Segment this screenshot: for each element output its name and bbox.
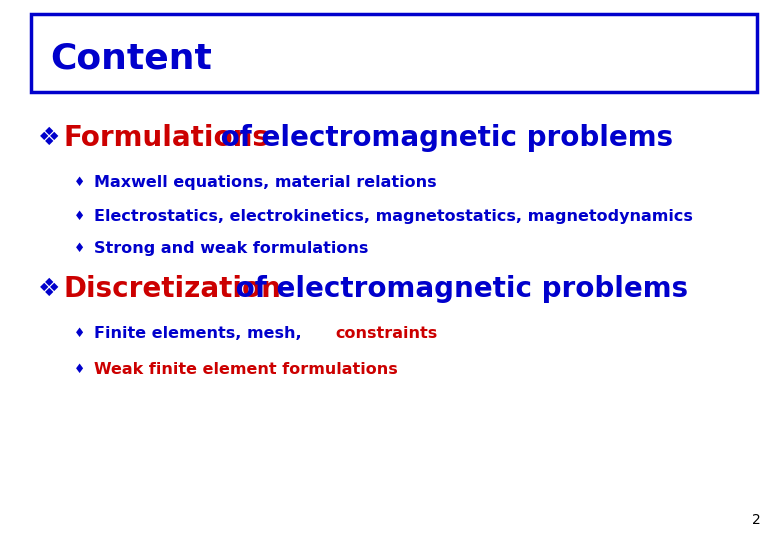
Text: of electromagnetic problems: of electromagnetic problems	[226, 275, 688, 303]
Text: Finite elements, mesh,: Finite elements, mesh,	[94, 326, 307, 341]
Text: Electrostatics, electrokinetics, magnetostatics, magnetodynamics: Electrostatics, electrokinetics, magneto…	[94, 208, 693, 224]
Text: of electromagnetic problems: of electromagnetic problems	[211, 124, 672, 152]
Text: 2: 2	[752, 512, 760, 526]
Text: ❖: ❖	[37, 277, 60, 301]
Text: Strong and weak formulations: Strong and weak formulations	[94, 241, 368, 256]
Text: ♦: ♦	[74, 210, 85, 222]
Text: ❖: ❖	[37, 126, 60, 150]
Text: Formulations: Formulations	[64, 124, 270, 152]
Text: Content: Content	[51, 42, 213, 75]
Text: constraints: constraints	[335, 326, 438, 341]
Text: Discretization: Discretization	[64, 275, 282, 303]
Text: Weak finite element formulations: Weak finite element formulations	[94, 362, 397, 377]
Text: ♦: ♦	[74, 242, 85, 255]
Text: ♦: ♦	[74, 363, 85, 376]
Text: ♦: ♦	[74, 176, 85, 189]
Text: Maxwell equations, material relations: Maxwell equations, material relations	[94, 175, 436, 190]
Text: ♦: ♦	[74, 327, 85, 340]
